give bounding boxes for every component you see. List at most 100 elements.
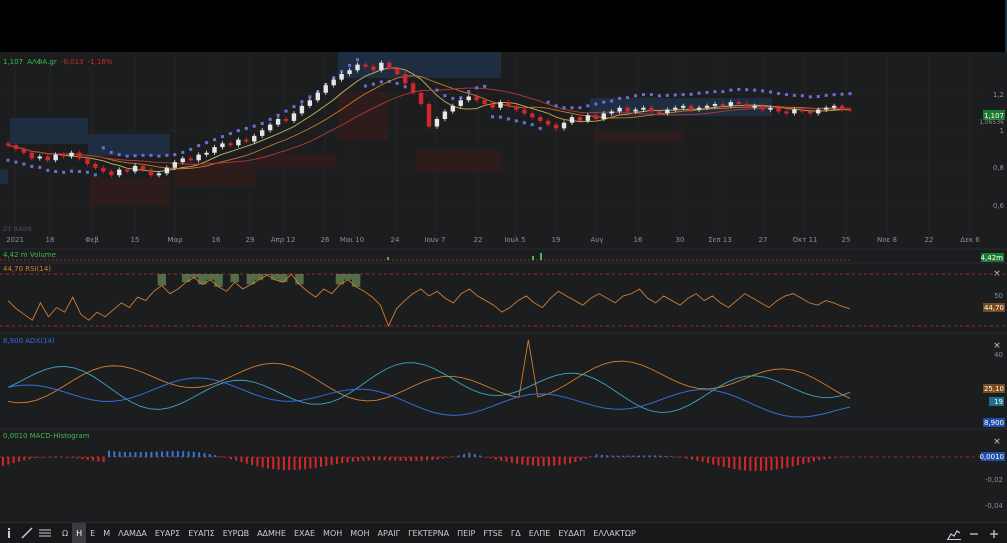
date-axis[interactable]: 2021 18 Φεβ 15 Μαρ 16 29 Απρ 12 26 Μαι 10 24 Ιουν 7… (6, 236, 980, 244)
adx-badge-2 (989, 397, 1004, 406)
symbol-tab[interactable]: Μ (103, 528, 111, 538)
sar-dot (54, 170, 58, 173)
sar-dot (435, 88, 439, 92)
symbol-tab[interactable]: Η (72, 522, 87, 543)
macd-bar (139, 452, 142, 457)
candle-body (633, 109, 638, 112)
moving-average-line (7, 67, 851, 172)
symbol-tab[interactable]: ΠΕΙΡ (457, 528, 476, 538)
adx-badge-3 (983, 418, 1005, 427)
candle-body (522, 109, 527, 114)
rsi-last: 44,70 (984, 304, 1004, 312)
last-price-badge (983, 110, 1005, 120)
symbol-tab[interactable]: ΑΡΑΙΓ (377, 528, 401, 538)
sar-dot (308, 95, 312, 99)
symbol-tab[interactable]: ΕΥΑΡΣ (154, 528, 181, 538)
symbol-tab[interactable]: ΑΔΜΗΕ (257, 528, 286, 538)
symbol-tab[interactable]: ΓΕΚΤΕΡΝΑ (408, 528, 450, 538)
candle-body (760, 105, 765, 110)
sar-dot (753, 88, 757, 92)
candle-body (490, 104, 495, 108)
candle-body (704, 105, 710, 108)
macd-bar (341, 457, 344, 464)
adx-val2: 19 (994, 398, 1003, 406)
candle-body (736, 102, 741, 104)
candle-body (196, 154, 201, 161)
zoom-in-icon[interactable] (985, 523, 1003, 543)
candle-body (331, 79, 336, 86)
macd-bar (775, 457, 778, 470)
sar-dot (141, 153, 145, 157)
adx-line (7, 377, 851, 418)
macd-tick: -0,04 (985, 502, 1004, 510)
sar-dot (205, 141, 209, 145)
symbol-tab[interactable]: Ω (62, 528, 69, 538)
sar-dot (22, 162, 26, 166)
macd-panel: 0,0010 MACD-Histogram × 0,0010 -0,02 -0,… (0, 428, 1007, 510)
symbol-tab[interactable]: ΕΥΡΩΒ (222, 528, 250, 538)
zoom-out-icon[interactable] (965, 523, 983, 543)
sar-dot (459, 96, 463, 100)
pencil-icon[interactable] (18, 523, 36, 543)
macd-bar (23, 457, 26, 461)
symbol-tab[interactable]: Ε (90, 528, 96, 538)
symbol-tab[interactable]: ΕΧΑΕ (293, 528, 316, 538)
candle-body (53, 154, 58, 161)
macd-bar (675, 456, 678, 458)
date-tick: 18 (46, 236, 55, 244)
macd-bar (55, 456, 57, 458)
macd-bar (781, 457, 784, 469)
candle-body (148, 169, 154, 176)
price-tick: 1 (1000, 127, 1004, 135)
chart-type-icon[interactable] (945, 523, 963, 543)
chart-area[interactable]: 1,107 ΑΛΦΑ.gr -0,013 -1,16% ZT RADE 1,2 … (0, 52, 1007, 522)
volume-title: 4,42 m Volume (3, 251, 56, 259)
info-icon[interactable] (0, 523, 18, 543)
date-tick: 16 (212, 236, 221, 244)
symbol-tab[interactable]: ΕΛΠΕ (528, 528, 551, 538)
sar-dot (70, 169, 74, 173)
date-tick: 26 (321, 236, 330, 244)
candle-body (474, 96, 479, 101)
sar-dot (634, 94, 638, 98)
adx-close-icon[interactable]: × (993, 341, 1001, 351)
symbol-tab[interactable]: ΕΥΔΑΠ (558, 528, 586, 538)
symbol-tab[interactable]: ΜΟΗ (350, 528, 370, 538)
price-axis[interactable]: 1,2 1 0,8 0,6 1,107 1,06536 (979, 91, 1005, 210)
sar-dot (228, 132, 232, 136)
candle-body (466, 96, 471, 101)
macd-bar (251, 457, 254, 466)
zone-blue-1 (10, 118, 88, 144)
symbol-tab[interactable]: ΕΛΛΑΚΤΩΡ (593, 528, 636, 538)
candle-body (823, 107, 829, 110)
sar-dot (197, 144, 201, 148)
symbol-tab[interactable]: ΜΟΗ (323, 528, 343, 538)
symbol-tab[interactable]: ΓΔ (510, 528, 521, 538)
candle-body (458, 100, 463, 106)
candle-body (545, 120, 551, 125)
symbol-tab[interactable]: ΛΑΜΔΑ (118, 528, 147, 538)
macd-bar (351, 457, 354, 462)
zone-blue-left (0, 170, 8, 184)
date-tick: Σεπ 13 (708, 236, 732, 244)
symbol-tab[interactable]: FTSE (483, 528, 503, 538)
sar-dot (348, 63, 352, 67)
sar-dot (721, 90, 725, 94)
zone-red-3 (256, 154, 336, 168)
candle-body (156, 173, 162, 176)
candle-body (808, 111, 813, 114)
sar-dot (30, 164, 34, 168)
candle-body (768, 107, 773, 110)
macd-close-icon[interactable]: × (993, 437, 1001, 447)
macd-bar (653, 455, 656, 457)
grid-icon[interactable] (36, 523, 54, 543)
macd-bar (214, 455, 216, 457)
symbol-tab[interactable]: ΕΥΑΠΣ (188, 528, 215, 538)
macd-bar (563, 457, 566, 465)
sar-dot (792, 93, 796, 97)
sar-dot (832, 93, 836, 97)
symbols-bar: Ω Η Ε Μ ΛΑΜΔΑ ΕΥΑΡΣ ΕΥΑΠΣ ΕΥΡΩΒ ΑΔΜΗΕ ΕΧΑΕ ΜΟΗ ΜΟΗ Α… (0, 522, 1007, 543)
candle-body (482, 100, 487, 104)
macd-bar (81, 457, 84, 460)
sar-dot (284, 109, 288, 113)
